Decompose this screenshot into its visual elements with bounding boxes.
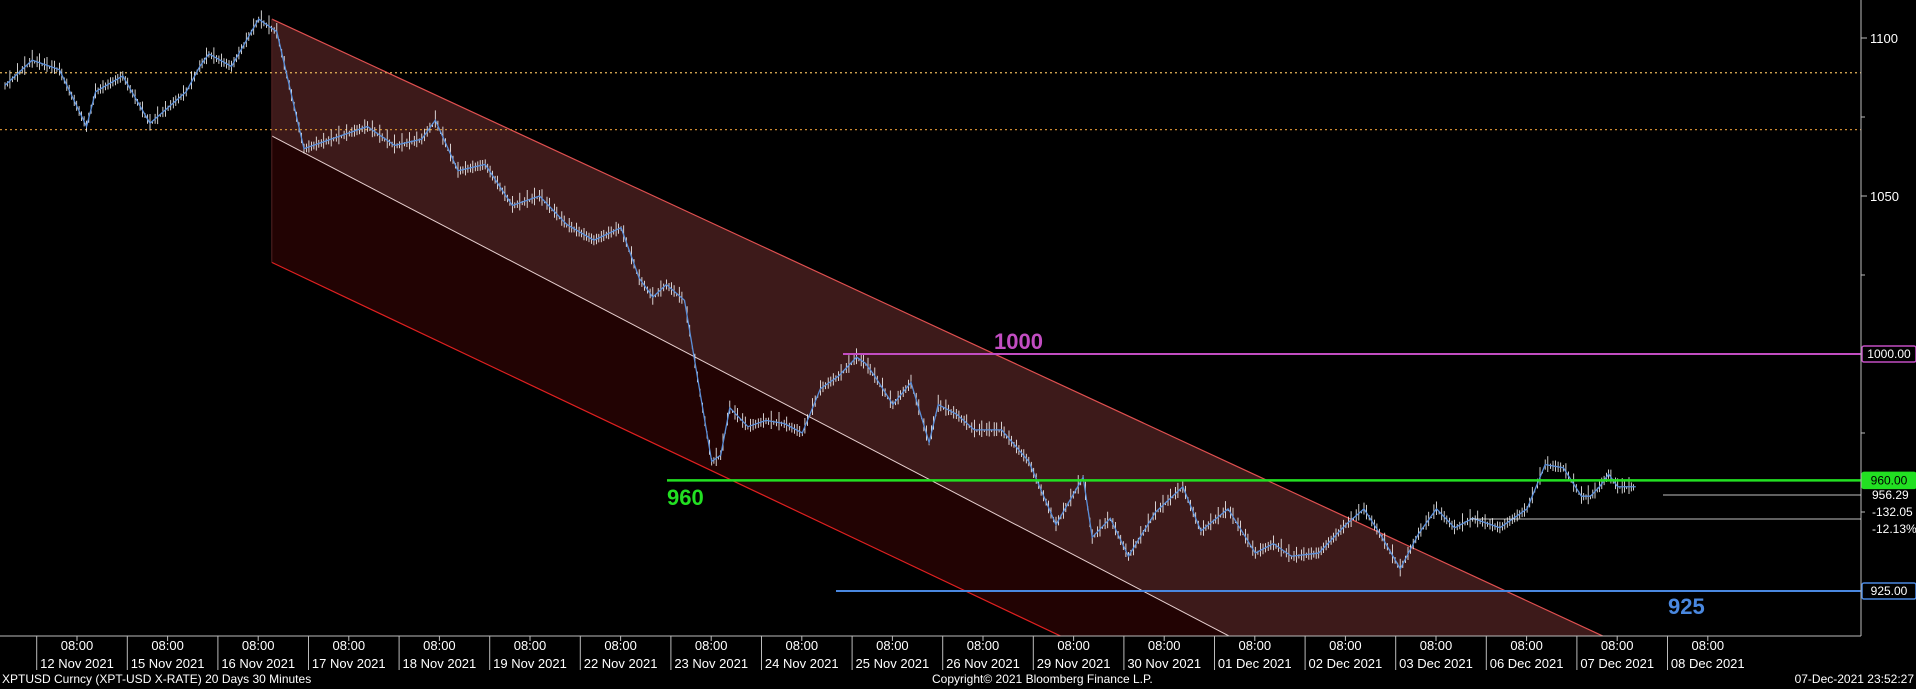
x-time-label: 08:00 — [604, 638, 637, 653]
x-time-label: 08:00 — [695, 638, 728, 653]
x-date-label: 07 Dec 2021 — [1580, 656, 1654, 671]
price-line — [4, 18, 1636, 571]
level-label-1000: 1000 — [994, 329, 1043, 354]
x-date-label: 19 Nov 2021 — [493, 656, 567, 671]
support-resistance-levels: 1000 1000.00 960 960.00 925 925.00 — [667, 329, 1916, 619]
x-time-label: 08:00 — [1239, 638, 1272, 653]
price-tag: -12.13% — [1872, 522, 1916, 536]
x-date-label: 23 Nov 2021 — [674, 656, 748, 671]
y-axis-ticks: 1100 1050 — [1861, 31, 1899, 513]
channel-lower-line — [271, 261, 1062, 636]
x-time-label: 08:00 — [1148, 638, 1181, 653]
x-time-label: 08:00 — [1329, 638, 1362, 653]
x-axis-ticks: 08:00 12 Nov 2021 08:00 15 Nov 2021 08:00 16 … — [36, 636, 1745, 671]
x-time-label: 08:00 — [1420, 638, 1453, 653]
level-tag-925: 925.00 — [1861, 582, 1916, 600]
axes — [0, 0, 1862, 637]
x-time-label: 08:00 — [876, 638, 909, 653]
level-tag-960: 960.00 — [1861, 471, 1916, 490]
x-time-label: 08:00 — [1510, 638, 1543, 653]
x-time-label: 08:00 — [151, 638, 184, 653]
x-date-label: 29 Nov 2021 — [1037, 656, 1111, 671]
x-time-label: 08:00 — [1057, 638, 1090, 653]
x-date-label: 08 Dec 2021 — [1671, 656, 1745, 671]
x-date-label: 06 Dec 2021 — [1490, 656, 1564, 671]
level-tag-text: 925.00 — [1871, 584, 1908, 598]
price-tag-text: 956.29 — [1872, 488, 1909, 502]
channel-mid-line — [271, 135, 1231, 636]
regression-channel — [271, 18, 1605, 636]
price-series — [4, 10, 1636, 577]
x-date-label: 25 Nov 2021 — [856, 656, 930, 671]
x-time-label: 08:00 — [786, 638, 819, 653]
x-date-label: 18 Nov 2021 — [403, 656, 477, 671]
timestamp: 07-Dec-2021 23:52:27 — [1794, 672, 1914, 686]
copyright-text: Copyright© 2021 Bloomberg Finance L.P. — [932, 672, 1153, 686]
y-tick-label: 1050 — [1870, 189, 1899, 204]
x-time-label: 08:00 — [333, 638, 366, 653]
x-date-label: 24 Nov 2021 — [765, 656, 839, 671]
x-time-label: 08:00 — [967, 638, 1000, 653]
x-date-label: 02 Dec 2021 — [1309, 656, 1383, 671]
x-time-label: 08:00 — [61, 638, 94, 653]
x-date-label: 22 Nov 2021 — [584, 656, 658, 671]
price-tag: -132.05 — [1470, 505, 1913, 520]
level-label-925: 925 — [1668, 594, 1705, 619]
price-tags: 956.29 -132.05 -12.13% — [1470, 488, 1916, 536]
x-date-label: 26 Nov 2021 — [946, 656, 1020, 671]
x-date-label: 16 Nov 2021 — [221, 656, 295, 671]
x-date-label: 30 Nov 2021 — [1127, 656, 1201, 671]
x-date-label: 12 Nov 2021 — [40, 656, 114, 671]
price-tag: 956.29 — [1663, 488, 1909, 502]
security-description: XPTUSD Curncy (XPT-USD X-RATE) 20 Days 3… — [2, 672, 312, 686]
x-date-label: 17 Nov 2021 — [312, 656, 386, 671]
channel-upper-line — [271, 18, 1605, 636]
x-time-label: 08:00 — [242, 638, 275, 653]
level-tag-box — [1861, 345, 1916, 363]
x-time-label: 08:00 — [423, 638, 456, 653]
level-label-960: 960 — [667, 485, 704, 510]
y-tick-label: 1100 — [1870, 31, 1898, 46]
x-time-label: 08:00 — [514, 638, 547, 653]
x-date-label: 15 Nov 2021 — [131, 656, 205, 671]
level-tag-box — [1861, 582, 1916, 600]
x-time-label: 08:00 — [1692, 638, 1725, 653]
level-tag-text: 1000.00 — [1867, 347, 1911, 361]
price-tag-text: -132.05 — [1872, 505, 1913, 519]
reference-lines — [0, 72, 1861, 131]
level-tag-box — [1861, 471, 1916, 490]
x-time-label: 08:00 — [1601, 638, 1634, 653]
level-tag-1000: 1000.00 — [1861, 345, 1916, 363]
x-date-label: 03 Dec 2021 — [1399, 656, 1473, 671]
price-tag-text: -12.13% — [1872, 522, 1916, 536]
level-tag-text: 960.00 — [1871, 473, 1908, 487]
x-date-label: 01 Dec 2021 — [1218, 656, 1292, 671]
